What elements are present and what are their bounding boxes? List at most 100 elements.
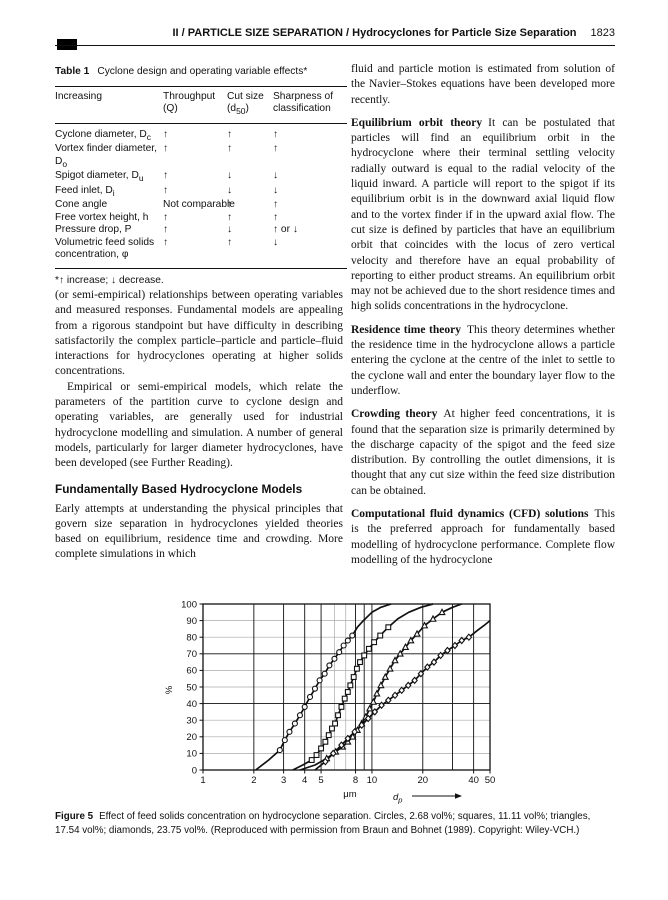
row-name: Feed inlet, Di bbox=[55, 184, 115, 198]
diamond-marker bbox=[384, 696, 392, 705]
square-marker bbox=[365, 645, 372, 652]
table-row: Cyclone diameter, Dc ↑ ↑ ↑ bbox=[55, 129, 347, 144]
theory-paragraph: Equilibrium orbit theory It can be postul… bbox=[351, 116, 615, 315]
table-caption: Table 1 Cyclone design and operating vari… bbox=[55, 66, 347, 79]
square-marker bbox=[353, 665, 360, 672]
circle-marker bbox=[301, 703, 308, 710]
cut-size-cell: ↑ bbox=[227, 211, 233, 223]
sharpness-cell: ↓ bbox=[273, 170, 279, 182]
square-marker bbox=[344, 689, 351, 695]
table-row: Free vortex height, h ↑ ↑ ↑ bbox=[55, 212, 347, 225]
sharpness-cell: ↓ bbox=[273, 184, 279, 196]
triangle-marker bbox=[386, 664, 394, 672]
x-tick-label: 50 bbox=[485, 775, 496, 786]
square-marker bbox=[347, 682, 354, 689]
triangle-marker bbox=[391, 656, 399, 664]
paragraph: (or semi-empirical) relationships betwee… bbox=[55, 289, 343, 378]
triangle-marker bbox=[377, 681, 385, 689]
square-marker bbox=[318, 745, 325, 752]
theory-lead: Crowding theory bbox=[351, 408, 438, 421]
theory-text: At higher feed concentrations, it is fou… bbox=[351, 408, 615, 497]
throughput-cell: ↑ bbox=[163, 170, 169, 182]
throughput-cell: ↑ bbox=[163, 211, 169, 223]
triangle-marker bbox=[373, 689, 381, 697]
square-marker bbox=[322, 738, 329, 745]
theory-paragraph: Residence time theory This theory determi… bbox=[351, 323, 615, 399]
diamond-marker bbox=[338, 741, 345, 749]
cut-size-cell: ↑ bbox=[227, 143, 233, 155]
table-header-row: Increasing Throughput (Q) Cut size (d50) Sh… bbox=[55, 85, 347, 124]
circle-marker bbox=[326, 662, 333, 669]
square-marker bbox=[329, 725, 335, 732]
sharpness-cell: ↑ or ↓ bbox=[273, 224, 298, 236]
circle-marker bbox=[316, 677, 323, 684]
triangle-marker bbox=[369, 697, 378, 705]
square-marker bbox=[385, 624, 392, 631]
section-heading: Fundamentally Based Hydrocyclone Models bbox=[55, 481, 303, 496]
theory-lead: Residence time theory bbox=[351, 323, 461, 336]
circle-marker bbox=[344, 637, 351, 644]
running-header: II / PARTICLE SIZE SEPARATION / Hydrocyc… bbox=[55, 27, 615, 39]
theory-text: This is the preferred approach for funda… bbox=[351, 508, 615, 566]
diamond-marker bbox=[344, 734, 352, 743]
table-label: Table 1 bbox=[55, 66, 90, 77]
square-marker bbox=[335, 712, 341, 719]
diamond-marker bbox=[430, 658, 438, 666]
table-row: Pressure drop, P ↑ ↓ ↑ or ↓ bbox=[55, 224, 347, 237]
triangle-marker bbox=[401, 642, 410, 651]
table-footnote: *↑ increase; ↓ decrease. bbox=[55, 274, 164, 286]
diamond-marker bbox=[411, 676, 418, 685]
right-column: fluid and particle motion is estimated f… bbox=[351, 62, 615, 568]
cut-size-cell: ↓ bbox=[227, 224, 233, 236]
y-tick-label: 70 bbox=[186, 649, 197, 660]
square-marker bbox=[357, 659, 363, 666]
diamond-marker bbox=[451, 641, 459, 650]
circle-marker bbox=[349, 632, 356, 639]
axis-labels: 1 2 3 4 5 8 10 20 40 50 0 10 20 30 40 50 60 70 80 90 100% μm d… bbox=[164, 599, 495, 804]
print-registration-mark bbox=[57, 39, 77, 50]
table-body: Cyclone diameter, Dc ↑ ↑ ↑ Vortex finder dia… bbox=[55, 124, 347, 269]
table-row: Spigot diameter, Du ↑ ↓ ↓ bbox=[55, 170, 347, 185]
throughput-cell: ↑ bbox=[163, 236, 169, 248]
diamond-marker bbox=[364, 714, 372, 723]
square-marker bbox=[350, 674, 357, 680]
throughput-cell: ↑ bbox=[163, 143, 169, 155]
column-header: Increasing bbox=[55, 90, 103, 102]
y-tick-label: 50 bbox=[186, 682, 197, 693]
triangle-marker bbox=[420, 621, 429, 629]
circle-marker bbox=[291, 720, 298, 727]
table-row: Volumetric feed solids concentration, φ ↑… bbox=[55, 237, 347, 262]
circle-marker bbox=[306, 693, 314, 701]
column-header: Throughput (Q) bbox=[163, 90, 216, 115]
table-row: Feed inlet, Di ↑ ↓ ↓ bbox=[55, 185, 347, 200]
theory-paragraph: Computational fluid dynamics (CFD) solut… bbox=[351, 507, 615, 568]
column-header: Sharpness of classification bbox=[273, 90, 334, 115]
y-tick-label: 90 bbox=[186, 616, 197, 627]
throughput-cell: Not comparable bbox=[163, 199, 235, 211]
diamond-marker bbox=[371, 708, 379, 716]
paragraph: Empirical or semi-empirical models, whic… bbox=[55, 380, 343, 470]
figure-caption: Figure 5 Effect of feed solids concentrat… bbox=[55, 810, 617, 837]
triangle-marker bbox=[365, 704, 374, 712]
diamond-marker bbox=[398, 686, 406, 695]
x-tick-label: 20 bbox=[417, 775, 428, 786]
diamond-marker bbox=[424, 663, 431, 671]
diamond-marker bbox=[458, 636, 466, 645]
triangle-marker bbox=[438, 608, 446, 616]
row-name: Vortex finder diameter, Do bbox=[55, 143, 157, 169]
row-name: Free vortex height, h bbox=[55, 211, 149, 223]
y-tick-label: 40 bbox=[186, 699, 197, 710]
figure-label: Figure 5 bbox=[55, 811, 94, 822]
diamond-marker bbox=[351, 727, 358, 736]
x-tick-label: 10 bbox=[367, 775, 378, 786]
circle-marker bbox=[296, 712, 304, 719]
y-tick-label: 10 bbox=[186, 749, 197, 760]
cut-size-cell: ↓ bbox=[227, 170, 233, 182]
row-name: Volumetric feed solids concentration, φ bbox=[55, 236, 155, 261]
page-number: 1823 bbox=[590, 27, 615, 39]
x-tick-label: 4 bbox=[302, 775, 307, 786]
y-tick-label: 60 bbox=[186, 666, 197, 677]
square-marker bbox=[341, 695, 348, 702]
diamond-marker bbox=[465, 633, 473, 642]
sharpness-cell: ↑ bbox=[273, 143, 279, 155]
